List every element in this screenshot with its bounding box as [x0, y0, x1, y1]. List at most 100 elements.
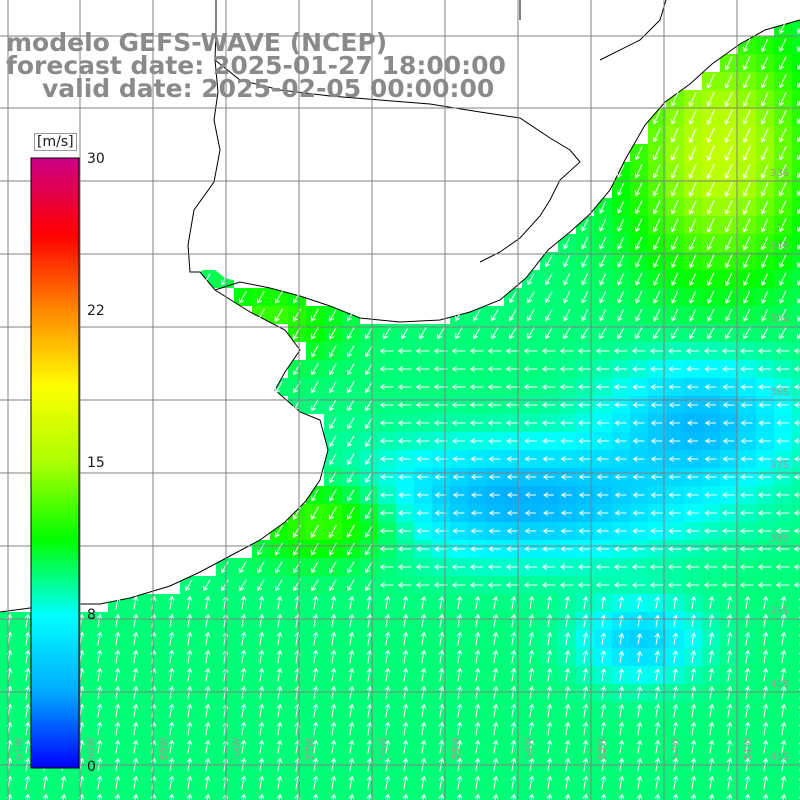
wind-arrow	[492, 793, 499, 800]
wind-arrow	[470, 492, 483, 498]
wind-arrow	[420, 685, 427, 700]
wind-arrow	[704, 402, 717, 408]
wind-arrow	[685, 348, 700, 354]
wind-arrow	[132, 775, 139, 790]
wind-arrow	[617, 327, 625, 340]
lagoon-line	[519, 0, 667, 61]
wind-arrow	[365, 543, 373, 556]
wind-arrow	[470, 456, 483, 462]
wind-arrow	[582, 775, 589, 790]
wind-arrow	[168, 649, 175, 664]
wind-arrow	[330, 703, 337, 718]
wind-arrow	[758, 438, 771, 444]
wind-arrow	[328, 488, 337, 502]
wind-cell	[792, 270, 800, 288]
wind-cell	[792, 198, 800, 216]
wind-arrow	[762, 685, 769, 700]
wind-arrow	[420, 595, 427, 610]
wind-arrow	[204, 649, 211, 664]
wind-arrow	[635, 308, 643, 322]
wind-arrow	[509, 291, 517, 304]
wind-cell	[792, 630, 800, 648]
wind-arrow	[742, 163, 751, 179]
wind-arrow	[654, 721, 661, 736]
wind-arrow	[24, 631, 31, 646]
wind-arrow	[707, 327, 715, 340]
wind-arrow	[474, 667, 481, 682]
wind-arrow	[703, 546, 718, 552]
wind-arrow	[204, 721, 211, 736]
wind-arrow	[650, 528, 663, 534]
wind-arrow	[775, 366, 790, 372]
wind-arrow	[276, 685, 283, 700]
wind-arrow	[599, 200, 607, 214]
wind-arrow	[595, 366, 610, 372]
wind-arrow	[581, 308, 589, 322]
wind-arrow	[779, 254, 787, 269]
wind-arrow	[150, 793, 157, 800]
wind-arrow	[721, 348, 736, 354]
wind-arrow	[545, 309, 553, 322]
wind-arrow	[24, 667, 31, 682]
wind-arrow	[310, 524, 319, 538]
wind-arrow	[492, 685, 499, 700]
wind-arrow	[114, 595, 121, 610]
wind-arrow	[686, 528, 700, 534]
wind-arrow	[416, 510, 429, 516]
wind-arrow	[704, 474, 717, 480]
wind-arrow	[740, 366, 753, 372]
wind-arrow	[776, 438, 789, 444]
wind-arrow	[632, 456, 645, 462]
wind-arrow	[528, 667, 535, 682]
wind-arrow	[636, 596, 643, 609]
wind-arrow	[778, 74, 787, 89]
wind-arrow	[635, 272, 643, 286]
wind-arrow	[688, 109, 697, 125]
wind-arrow	[510, 775, 517, 790]
wind-arrow	[636, 614, 643, 627]
wind-arrow	[582, 793, 589, 800]
wind-arrow	[312, 739, 319, 754]
wind-arrow	[706, 73, 715, 89]
wind-arrow	[564, 649, 571, 664]
wind-arrow	[312, 631, 319, 646]
wind-arrow	[420, 775, 427, 790]
wind-arrow	[577, 582, 592, 588]
wind-arrow	[707, 308, 715, 322]
wind-arrow	[240, 685, 247, 700]
wind-arrow	[239, 579, 247, 592]
wind-arrow	[451, 384, 466, 390]
wind-arrow	[760, 38, 769, 53]
wind-arrow	[114, 685, 121, 700]
wind-arrow	[724, 145, 733, 162]
wind-arrow	[758, 474, 771, 480]
wind-arrow	[563, 327, 571, 340]
wind-arrow	[240, 775, 247, 790]
wind-arrow	[614, 420, 627, 426]
wind-arrow	[510, 649, 517, 664]
wind-arrow	[348, 775, 355, 790]
wind-arrow	[221, 579, 229, 592]
wind-arrow	[469, 348, 484, 354]
wind-arrow	[672, 775, 679, 790]
wind-arrow	[204, 793, 211, 800]
wind-arrow	[688, 145, 697, 161]
wind-arrow	[667, 564, 682, 570]
wind-arrow	[312, 685, 319, 700]
lon-label: 54W	[524, 737, 535, 760]
wind-arrow	[595, 384, 610, 390]
wind-arrow	[780, 631, 787, 646]
wind-arrow	[758, 384, 771, 390]
wind-arrow	[470, 474, 483, 480]
wind-arrow	[474, 595, 481, 610]
wind-arrow	[632, 546, 646, 552]
wind-arrow	[487, 564, 502, 570]
wind-arrow	[721, 546, 736, 552]
wind-arrow	[415, 402, 430, 408]
wind-arrow	[473, 327, 481, 340]
wind-arrow	[416, 528, 429, 534]
wind-arrow	[739, 582, 754, 588]
wind-arrow	[474, 649, 481, 664]
wind-arrow	[724, 218, 733, 233]
wind-arrow	[114, 793, 121, 800]
